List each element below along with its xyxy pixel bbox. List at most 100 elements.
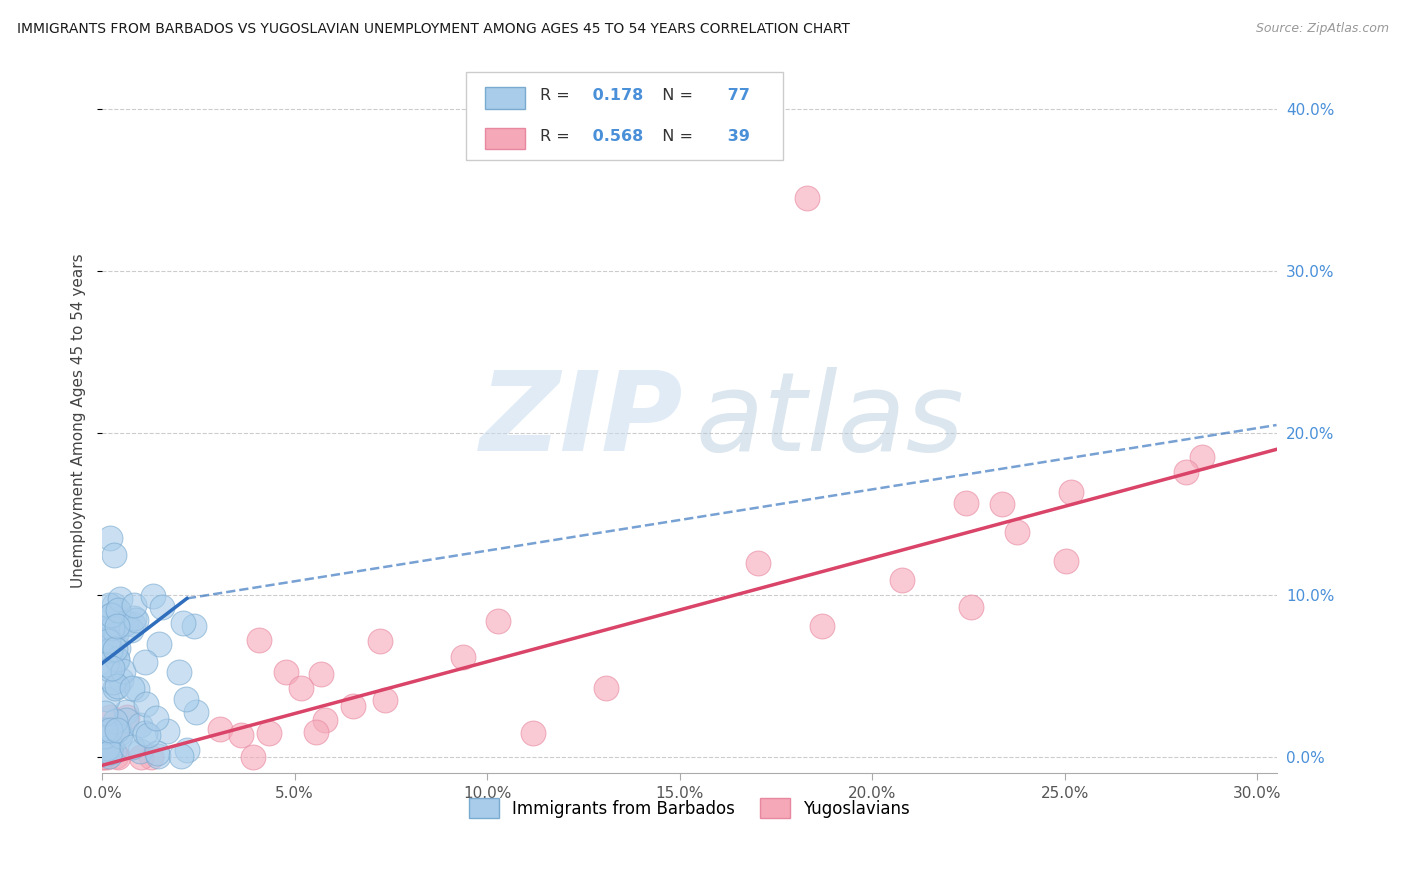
Point — [97, 598, 120, 612]
Point — [105, 653, 128, 667]
Point — [100, 723, 122, 737]
Point — [122, 598, 145, 612]
Legend: Immigrants from Barbados, Yugoslavians: Immigrants from Barbados, Yugoslavians — [463, 791, 917, 825]
Text: N =: N = — [652, 88, 693, 103]
Point — [135, 697, 157, 711]
Point — [98, 745, 121, 759]
Point — [103, 714, 125, 728]
Point — [142, 590, 165, 604]
Point — [101, 634, 124, 648]
Point — [121, 739, 143, 754]
Point — [103, 675, 125, 690]
Point — [108, 729, 131, 743]
Text: 39: 39 — [723, 128, 751, 144]
Point — [94, 747, 117, 761]
Point — [94, 657, 117, 671]
Point — [127, 682, 149, 697]
Point — [110, 673, 132, 687]
Point — [105, 619, 128, 633]
Point — [247, 632, 270, 647]
Point — [174, 691, 197, 706]
Point — [146, 747, 169, 761]
Point — [274, 665, 297, 680]
FancyBboxPatch shape — [485, 128, 524, 149]
Point — [148, 637, 170, 651]
Point — [374, 692, 396, 706]
Text: R =: R = — [540, 128, 569, 144]
Point — [104, 642, 127, 657]
Point — [103, 744, 125, 758]
Point — [150, 600, 173, 615]
Point — [991, 497, 1014, 511]
Point — [105, 679, 128, 693]
Point — [125, 613, 148, 627]
Point — [108, 618, 131, 632]
Point — [110, 592, 132, 607]
Point — [98, 663, 121, 677]
Point — [128, 744, 150, 758]
Point — [104, 681, 127, 695]
Point — [136, 728, 159, 742]
Point — [115, 710, 138, 724]
Point — [172, 615, 194, 630]
Point — [128, 718, 150, 732]
FancyBboxPatch shape — [485, 87, 524, 109]
FancyBboxPatch shape — [467, 72, 783, 161]
Point — [115, 615, 138, 630]
Point — [311, 667, 333, 681]
Point — [209, 722, 232, 736]
Point — [105, 722, 128, 736]
Point — [93, 750, 115, 764]
Point — [1060, 485, 1083, 500]
Point — [100, 608, 122, 623]
Text: 0.178: 0.178 — [588, 88, 644, 103]
Point — [183, 619, 205, 633]
Point — [105, 723, 128, 737]
Point — [129, 750, 152, 764]
Point — [96, 741, 118, 756]
Point — [100, 621, 122, 635]
Text: 0.568: 0.568 — [588, 128, 644, 144]
Point — [96, 692, 118, 706]
Point — [891, 574, 914, 588]
Point — [120, 624, 142, 638]
Point — [108, 726, 131, 740]
Point — [134, 655, 156, 669]
Point — [290, 681, 312, 695]
Point — [955, 496, 977, 510]
Point — [229, 728, 252, 742]
Point — [98, 749, 121, 764]
Point — [257, 726, 280, 740]
Point — [97, 632, 120, 647]
Point — [156, 723, 179, 738]
Point — [101, 661, 124, 675]
Point — [305, 724, 328, 739]
Point — [103, 598, 125, 612]
Point — [91, 750, 114, 764]
Point — [103, 548, 125, 562]
Point — [960, 599, 983, 614]
Point — [98, 710, 121, 724]
Point — [1191, 450, 1213, 465]
Point — [121, 681, 143, 695]
Point — [96, 621, 118, 635]
Text: ZIP: ZIP — [479, 368, 683, 475]
Point — [1174, 465, 1197, 479]
Text: IMMIGRANTS FROM BARBADOS VS YUGOSLAVIAN UNEMPLOYMENT AMONG AGES 45 TO 54 YEARS C: IMMIGRANTS FROM BARBADOS VS YUGOSLAVIAN … — [17, 22, 849, 37]
Point — [184, 705, 207, 719]
Point — [94, 706, 117, 720]
Point — [100, 643, 122, 657]
Text: R =: R = — [540, 88, 569, 103]
Point — [107, 750, 129, 764]
Point — [342, 698, 364, 713]
Point — [93, 723, 115, 737]
Point — [170, 748, 193, 763]
Point — [167, 665, 190, 680]
Point — [122, 611, 145, 625]
Point — [134, 726, 156, 740]
Text: Source: ZipAtlas.com: Source: ZipAtlas.com — [1256, 22, 1389, 36]
Point — [368, 634, 391, 648]
Point — [97, 633, 120, 648]
Point — [796, 191, 818, 205]
Text: atlas: atlas — [695, 368, 965, 475]
